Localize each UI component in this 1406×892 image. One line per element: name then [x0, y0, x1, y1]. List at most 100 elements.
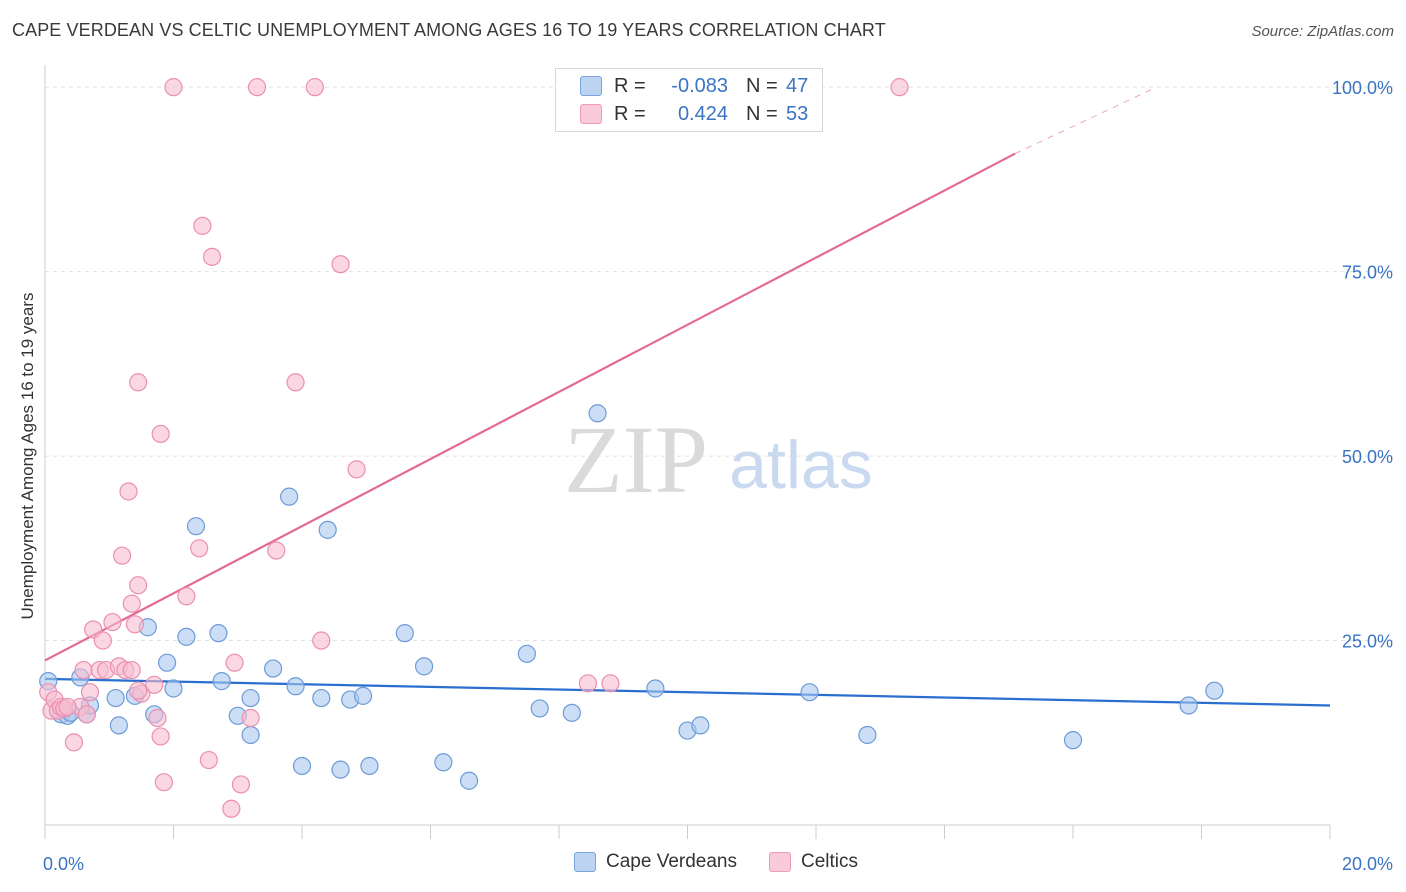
- point-celtics: [145, 675, 164, 694]
- n-label: N =: [746, 102, 778, 125]
- point-cape-verdeans: [414, 657, 434, 676]
- point-cape-verdeans: [241, 725, 260, 745]
- point-celtics: [119, 482, 138, 501]
- point-cape-verdeans: [209, 624, 228, 643]
- point-cape-verdeans: [286, 677, 305, 696]
- point-celtics: [578, 674, 598, 693]
- legend-swatch-blue: [580, 76, 602, 96]
- point-celtics: [267, 541, 286, 560]
- point-cape-verdeans: [212, 672, 231, 691]
- tick-labels: 25.0% 50.0% 75.0% 100.0% 0.0% 20.0%: [43, 78, 1393, 874]
- point-cape-verdeans: [312, 688, 331, 708]
- point-celtics: [77, 705, 96, 724]
- point-celtics: [177, 587, 196, 606]
- point-cape-verdeans: [434, 753, 453, 772]
- point-cape-verdeans: [177, 627, 196, 646]
- point-cape-verdeans: [280, 487, 299, 506]
- point-celtics: [148, 708, 167, 728]
- point-cape-verdeans: [292, 756, 312, 776]
- watermark-zip: ZIP: [564, 406, 708, 513]
- point-celtics: [112, 546, 132, 565]
- legend-swatch-blue: [574, 852, 596, 872]
- point-cape-verdeans: [164, 679, 183, 698]
- point-celtics: [331, 255, 350, 274]
- y-tick-label: 100.0%: [1332, 78, 1393, 98]
- legend-label-celtics: Celtics: [801, 851, 859, 872]
- gridlines: [45, 86, 1395, 642]
- point-cape-verdeans: [1179, 696, 1198, 715]
- legend-item-celtics: Celtics: [769, 851, 858, 873]
- point-celtics: [151, 424, 170, 444]
- r-value: -0.083: [671, 74, 728, 97]
- point-cape-verdeans: [318, 520, 337, 539]
- point-celtics: [58, 697, 77, 717]
- n-value: 53: [786, 102, 809, 125]
- r-label: R =: [614, 102, 646, 125]
- trend-line-cape-verdeans: [44, 677, 1331, 707]
- legend-row-celtics: R = 0.424 N = 53: [580, 101, 808, 127]
- legend-label-cape-verdeans: Cape Verdeans: [606, 851, 737, 872]
- series-legend: Cape Verdeans Celtics: [574, 851, 890, 873]
- legend-item-cape-verdeans: Cape Verdeans: [574, 851, 737, 873]
- point-celtics: [193, 216, 212, 235]
- point-celtics: [247, 78, 267, 97]
- point-celtics: [164, 78, 183, 97]
- point-cape-verdeans: [517, 644, 536, 663]
- watermark: ZIP atlas: [564, 406, 873, 513]
- correlation-legend: R = -0.083 N = 47 R = 0.424 N = 53: [555, 68, 823, 132]
- r-value: 0.424: [677, 102, 728, 125]
- point-cape-verdeans: [395, 624, 414, 643]
- point-celtics: [190, 539, 209, 558]
- point-celtics: [154, 773, 173, 792]
- legend-swatch-pink: [769, 852, 791, 872]
- point-cape-verdeans: [858, 725, 877, 745]
- point-celtics: [241, 708, 260, 728]
- n-label: N =: [746, 74, 778, 97]
- point-celtics: [151, 727, 170, 746]
- point-cape-verdeans: [459, 771, 479, 790]
- point-cape-verdeans: [106, 688, 125, 708]
- point-cape-verdeans: [646, 679, 665, 698]
- chart-title: CAPE VERDEAN VS CELTIC UNEMPLOYMENT AMON…: [12, 20, 886, 40]
- y-axis-label: Unemployment Among Ages 16 to 19 years: [18, 292, 37, 620]
- point-celtics: [122, 660, 141, 680]
- point-cape-verdeans: [562, 703, 581, 722]
- point-cape-verdeans: [800, 683, 819, 702]
- point-celtics: [312, 631, 331, 650]
- point-cape-verdeans: [1063, 731, 1083, 750]
- point-celtics: [890, 78, 909, 97]
- point-cape-verdeans: [588, 404, 607, 423]
- y-tick-label: 50.0%: [1342, 447, 1393, 467]
- watermark-atlas: atlas: [729, 427, 873, 503]
- point-celtics: [74, 660, 93, 680]
- legend-row-cape-verdeans: R = -0.083 N = 47: [580, 73, 808, 99]
- trend-line-celtics: [44, 152, 1016, 662]
- point-cape-verdeans: [360, 756, 379, 776]
- point-celtics: [93, 631, 112, 650]
- legend-swatch-pink: [580, 104, 602, 124]
- x-tick-label: 0.0%: [43, 854, 84, 874]
- point-celtics: [231, 775, 251, 794]
- trend-extension-celtics: [1014, 86, 1157, 154]
- point-cape-verdeans: [691, 716, 710, 735]
- point-cape-verdeans: [157, 653, 177, 672]
- point-celtics: [601, 674, 620, 693]
- point-cape-verdeans: [241, 688, 260, 708]
- point-cape-verdeans: [530, 699, 549, 718]
- point-celtics: [347, 460, 366, 479]
- point-cape-verdeans: [331, 760, 350, 779]
- point-cape-verdeans: [109, 716, 128, 735]
- point-cape-verdeans: [263, 659, 283, 678]
- n-value: 47: [786, 74, 809, 97]
- r-label: R =: [614, 74, 646, 97]
- point-celtics: [64, 733, 84, 752]
- point-celtics: [129, 576, 148, 595]
- point-celtics: [202, 247, 222, 266]
- y-tick-label: 25.0%: [1342, 632, 1393, 652]
- point-celtics: [225, 653, 244, 672]
- point-celtics: [286, 373, 305, 392]
- point-celtics: [122, 594, 141, 613]
- point-celtics: [125, 615, 145, 634]
- point-cape-verdeans: [353, 686, 373, 705]
